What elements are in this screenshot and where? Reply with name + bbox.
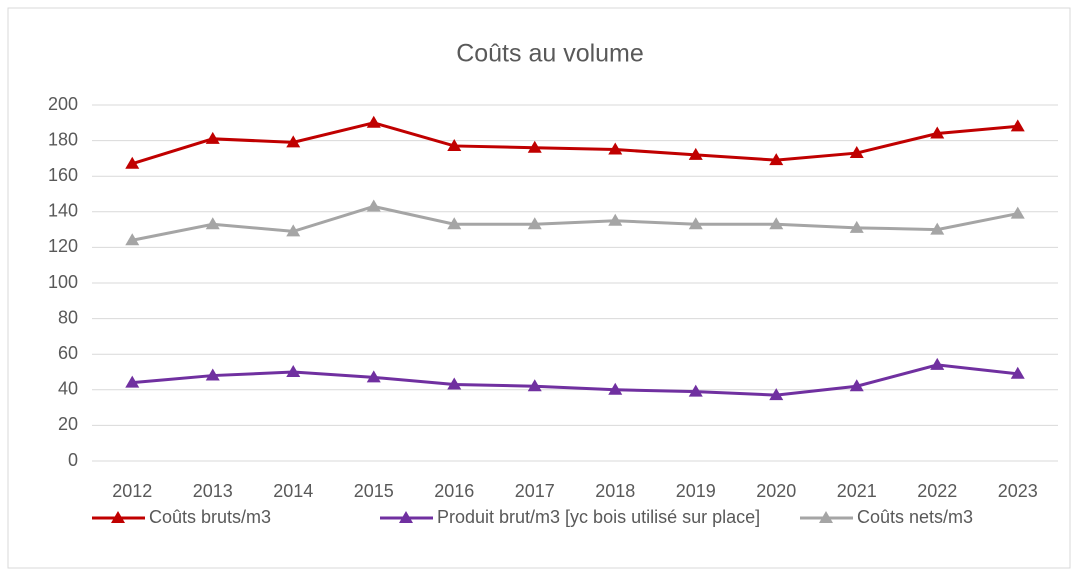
marker	[608, 382, 623, 395]
legend-label: Produit brut/m3 [yc bois utilisé sur pla…	[437, 507, 760, 527]
marker	[447, 377, 462, 390]
x-tick-label: 2019	[676, 481, 716, 501]
marker	[447, 138, 462, 151]
marker	[286, 224, 301, 237]
x-tick-label: 2013	[193, 481, 233, 501]
marker	[849, 146, 864, 159]
legend-label: Coûts nets/m3	[857, 507, 973, 527]
y-tick-label: 180	[48, 129, 78, 149]
marker	[608, 213, 623, 226]
marker	[1010, 366, 1025, 379]
marker	[688, 384, 703, 397]
legend-label: Coûts bruts/m3	[149, 507, 271, 527]
chart-title: Coûts au volume	[456, 40, 644, 68]
marker	[286, 135, 301, 148]
y-tick-label: 0	[68, 450, 78, 470]
x-tick-label: 2018	[595, 481, 635, 501]
x-tick-label: 2014	[273, 481, 313, 501]
legend-marker	[399, 511, 413, 523]
x-tick-label: 2012	[112, 481, 152, 501]
marker	[125, 375, 140, 388]
series-line	[131, 121, 1018, 166]
marker	[205, 131, 220, 144]
y-tick-label: 160	[48, 165, 78, 185]
marker	[447, 217, 462, 230]
y-tick-label: 140	[48, 201, 78, 221]
y-tick-label: 200	[48, 94, 78, 114]
legend-marker	[819, 511, 833, 523]
marker	[527, 217, 542, 230]
marker	[849, 220, 864, 233]
marker	[769, 153, 784, 166]
marker	[1010, 119, 1025, 132]
marker	[688, 217, 703, 230]
marker	[125, 156, 140, 169]
marker	[125, 233, 140, 246]
legend-marker	[111, 511, 125, 523]
x-tick-label: 2017	[515, 481, 555, 501]
marker	[769, 217, 784, 230]
marker	[205, 217, 220, 230]
series-line	[132, 363, 1018, 397]
marker	[366, 199, 381, 212]
y-tick-label: 80	[58, 307, 78, 327]
series-line	[131, 204, 1019, 242]
y-tick-label: 120	[48, 236, 78, 256]
marker	[930, 126, 945, 139]
marker	[1010, 206, 1025, 219]
marker	[688, 147, 703, 160]
y-tick-label: 20	[58, 414, 78, 434]
marker	[286, 365, 301, 377]
x-tick-label: 2023	[998, 481, 1038, 501]
x-tick-label: 2016	[434, 481, 474, 501]
y-tick-label: 40	[58, 379, 78, 399]
marker	[930, 222, 945, 235]
marker	[527, 379, 542, 392]
x-tick-label: 2020	[756, 481, 796, 501]
marker	[527, 140, 542, 153]
y-tick-label: 60	[58, 343, 78, 363]
x-tick-label: 2022	[917, 481, 957, 501]
marker	[930, 357, 945, 370]
marker	[769, 388, 784, 401]
marker	[205, 368, 220, 381]
marker	[608, 142, 623, 155]
y-tick-label: 100	[48, 272, 78, 292]
marker	[366, 370, 381, 383]
marker	[366, 115, 381, 128]
chart-border	[7, 7, 1071, 569]
x-tick-label: 2021	[837, 481, 877, 501]
x-tick-label: 2015	[354, 481, 394, 501]
marker	[849, 379, 864, 392]
